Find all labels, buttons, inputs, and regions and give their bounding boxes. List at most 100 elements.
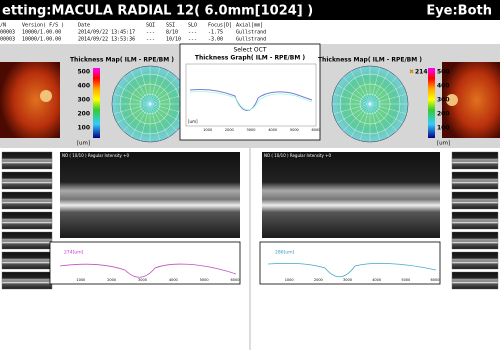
map-spoke — [333, 94, 371, 105]
map-spoke — [369, 103, 390, 137]
table-cell: 2014/09/22 13:53:36 — [78, 37, 135, 43]
thumbnail — [1, 271, 53, 290]
scan-info: NO ( 10/10 ) Regular Intensity +0 — [264, 153, 332, 158]
map-spoke — [130, 103, 151, 137]
map-spoke — [333, 103, 371, 114]
map-spoke — [369, 103, 397, 131]
oct-image-right — [262, 152, 440, 238]
table-cell: 10/10 — [166, 37, 181, 43]
header-title: etting:MACULA RADIAL 12( 6.0mm[1024] ) — [2, 4, 313, 19]
graph-left — [49, 241, 241, 285]
scale-label: 200 — [437, 111, 450, 118]
x-tick-label: 6000 — [312, 128, 321, 132]
thumbnail — [451, 151, 499, 170]
map-spoke — [149, 84, 183, 105]
x-tick-label: 1000 — [76, 278, 85, 282]
map-spoke — [369, 84, 403, 105]
map-title: Thickness Map( ILM - RPE/BM ) — [318, 57, 422, 64]
map-spoke — [113, 103, 151, 114]
map-spoke — [149, 103, 183, 124]
x-tick-label: 4000 — [169, 278, 178, 282]
x-tick-label: 2000 — [107, 278, 116, 282]
scale-label: 200 — [77, 111, 90, 118]
map-spoke — [130, 71, 151, 105]
map-spoke — [350, 71, 371, 105]
table-cell: 8/10 — [166, 30, 178, 36]
map-spoke — [149, 77, 177, 105]
oct-image-left — [60, 152, 240, 238]
scale-label: 300 — [77, 97, 90, 104]
color-scale — [428, 68, 435, 138]
map-spoke — [360, 103, 371, 141]
column-header: /N — [0, 23, 6, 29]
map-spoke — [149, 103, 177, 131]
map-spoke — [369, 103, 403, 124]
map-spoke — [149, 71, 170, 105]
fundus-left — [0, 62, 60, 138]
thumbnail — [451, 251, 499, 270]
table-cell: -1.75 — [208, 30, 223, 36]
x-tick-label: 2000 — [314, 278, 323, 282]
map-spoke — [369, 103, 407, 114]
curve — [59, 263, 237, 278]
thumbnail — [1, 171, 53, 190]
map-spoke — [123, 77, 151, 105]
map-spoke — [369, 71, 390, 105]
scale-label: 300 — [437, 97, 450, 104]
thumbnail — [451, 271, 499, 290]
table-cell: 00003 — [0, 30, 15, 36]
map-spoke — [113, 94, 151, 105]
curve — [267, 262, 437, 278]
curve — [189, 91, 313, 111]
column-header: SLO — [188, 23, 197, 29]
x-tick-label: 3000 — [343, 278, 352, 282]
scale-unit: [um] — [437, 141, 450, 147]
thumbnail — [451, 191, 499, 210]
scale-label: 500 — [77, 69, 90, 76]
map-spoke — [360, 67, 371, 105]
scale-label: 100 — [437, 125, 450, 132]
map-spoke — [343, 103, 371, 131]
scale-unit: [um] — [77, 141, 90, 147]
column-header: Axial[mm] — [236, 23, 263, 29]
table-cell: -3.00 — [208, 37, 223, 43]
map-spoke — [337, 84, 371, 105]
map-title: Thickness Map( ILM - RPE/BM ) — [70, 57, 174, 64]
thumbnail — [1, 251, 53, 270]
table-cell: --- — [146, 37, 155, 43]
table-cell: 00003 — [0, 37, 15, 43]
scan-info: NO ( 10/10 ) Regular Intensity +0 — [62, 153, 130, 158]
column-header: Focus[D] — [208, 23, 232, 29]
x-tick-label: 1000 — [203, 128, 212, 132]
thumbnail — [451, 211, 499, 230]
map-spoke — [369, 67, 380, 105]
scale-label: 400 — [437, 83, 450, 90]
table-cell: Gullstrand — [236, 37, 266, 43]
graph-area — [185, 63, 317, 127]
x-tick-label: 5000 — [200, 278, 209, 282]
table-cell: 2014/09/22 13:45:17 — [78, 30, 135, 36]
map-value: 214 — [415, 69, 428, 76]
map-spoke — [117, 84, 151, 105]
map-spoke — [149, 67, 160, 105]
graph-right — [259, 241, 441, 285]
header-bar — [0, 0, 500, 20]
table-cell: 10000/1.00.00 — [22, 37, 61, 43]
unit: [um] — [188, 119, 198, 124]
thumbnail — [451, 171, 499, 190]
thumbnail — [1, 211, 53, 230]
optic-disc — [40, 90, 52, 102]
thumbnail — [1, 231, 53, 250]
map-spoke — [140, 103, 151, 141]
x-tick-label: 6000 — [231, 278, 240, 282]
eye-label: Eye:Both — [426, 4, 492, 19]
x-tick-label: 1000 — [285, 278, 294, 282]
thickness-value: 286[um] — [275, 250, 295, 256]
map-spoke — [140, 67, 151, 105]
scale-label: 100 — [77, 125, 90, 132]
x-tick-label: 5000 — [401, 278, 410, 282]
column-header: Version( F/S ) — [22, 23, 64, 29]
map-spoke — [149, 103, 170, 137]
x-tick-label: 5000 — [290, 128, 299, 132]
map-spoke — [123, 103, 151, 131]
